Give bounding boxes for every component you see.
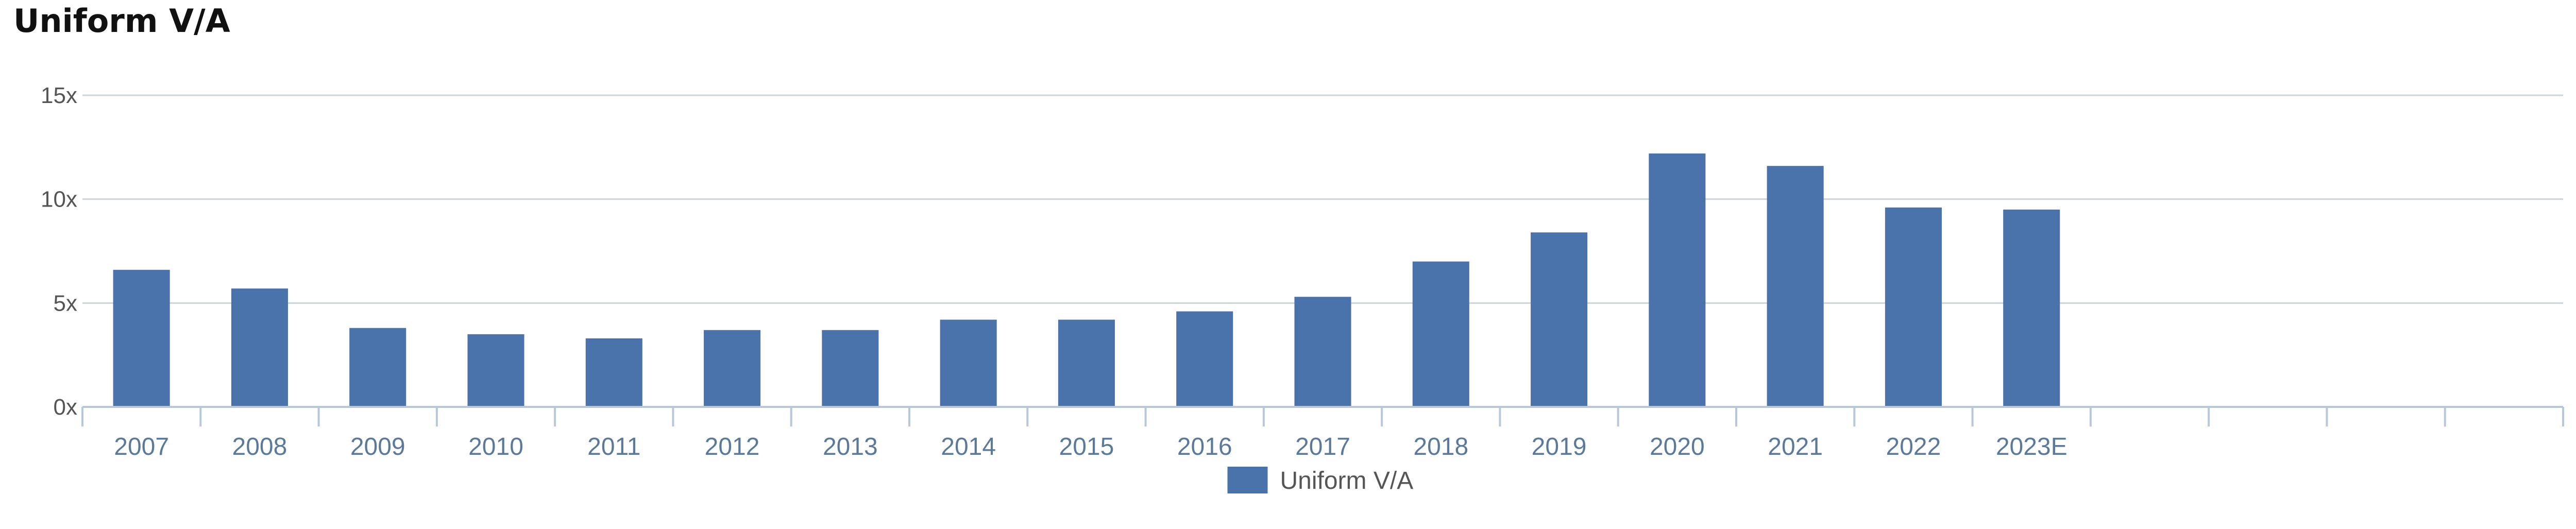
bar-2019	[1531, 232, 1588, 407]
x-tick-label: 2008	[232, 433, 287, 460]
x-tick-label: 2013	[823, 433, 878, 460]
x-tick-label: 2009	[350, 433, 405, 460]
bar-2017	[1294, 297, 1351, 407]
bar-2014	[940, 319, 997, 407]
x-tick-label: 2012	[705, 433, 760, 460]
bar-2007	[113, 269, 170, 407]
chart-title: Uniform V/A	[13, 2, 230, 40]
x-tick-label: 2015	[1059, 433, 1114, 460]
bar-2008	[231, 288, 288, 407]
bar-2013	[822, 330, 879, 407]
bar-2023E	[2003, 209, 2060, 407]
y-tick-label: 15x	[41, 83, 77, 108]
legend-swatch	[1227, 467, 1268, 493]
legend: Uniform V/A	[1227, 467, 1414, 494]
bar-2011	[585, 338, 642, 407]
x-tick-label: 2020	[1650, 433, 1705, 460]
x-tick-label: 2018	[1413, 433, 1468, 460]
x-axis: 2007 2008 2009 2010 2011 2012 2013 2014 2015 2016…	[81, 406, 2564, 460]
legend-label: Uniform V/A	[1280, 467, 1414, 494]
bar-2021	[1767, 166, 1824, 407]
x-tick-label: 2023E	[1996, 433, 2067, 460]
bar-2018	[1412, 261, 1469, 407]
bar-2009	[349, 328, 406, 407]
bar-2020	[1649, 153, 1706, 407]
y-axis: 0x 5x 10x 15x	[41, 83, 77, 420]
bar-2012	[704, 330, 761, 407]
x-tick-label: 2011	[587, 433, 640, 460]
bar-series	[113, 153, 2060, 407]
bar-2022	[1885, 207, 1942, 407]
bar-2010	[467, 334, 524, 407]
x-tick-label: 2017	[1295, 433, 1350, 460]
x-tick-label: 2022	[1886, 433, 1941, 460]
bar-2015	[1058, 319, 1115, 407]
x-tick-label: 2019	[1532, 433, 1587, 460]
x-tick-label: 2021	[1768, 433, 1823, 460]
bar-2016	[1176, 311, 1233, 407]
x-tick-label: 2014	[941, 433, 996, 460]
x-tick-label: 2016	[1177, 433, 1232, 460]
gridlines	[82, 94, 2563, 304]
y-tick-label: 5x	[54, 291, 77, 316]
y-tick-label: 0x	[54, 395, 77, 420]
x-tick-label: 2007	[114, 433, 169, 460]
x-tick-label: 2010	[468, 433, 523, 460]
y-tick-label: 10x	[41, 187, 77, 212]
